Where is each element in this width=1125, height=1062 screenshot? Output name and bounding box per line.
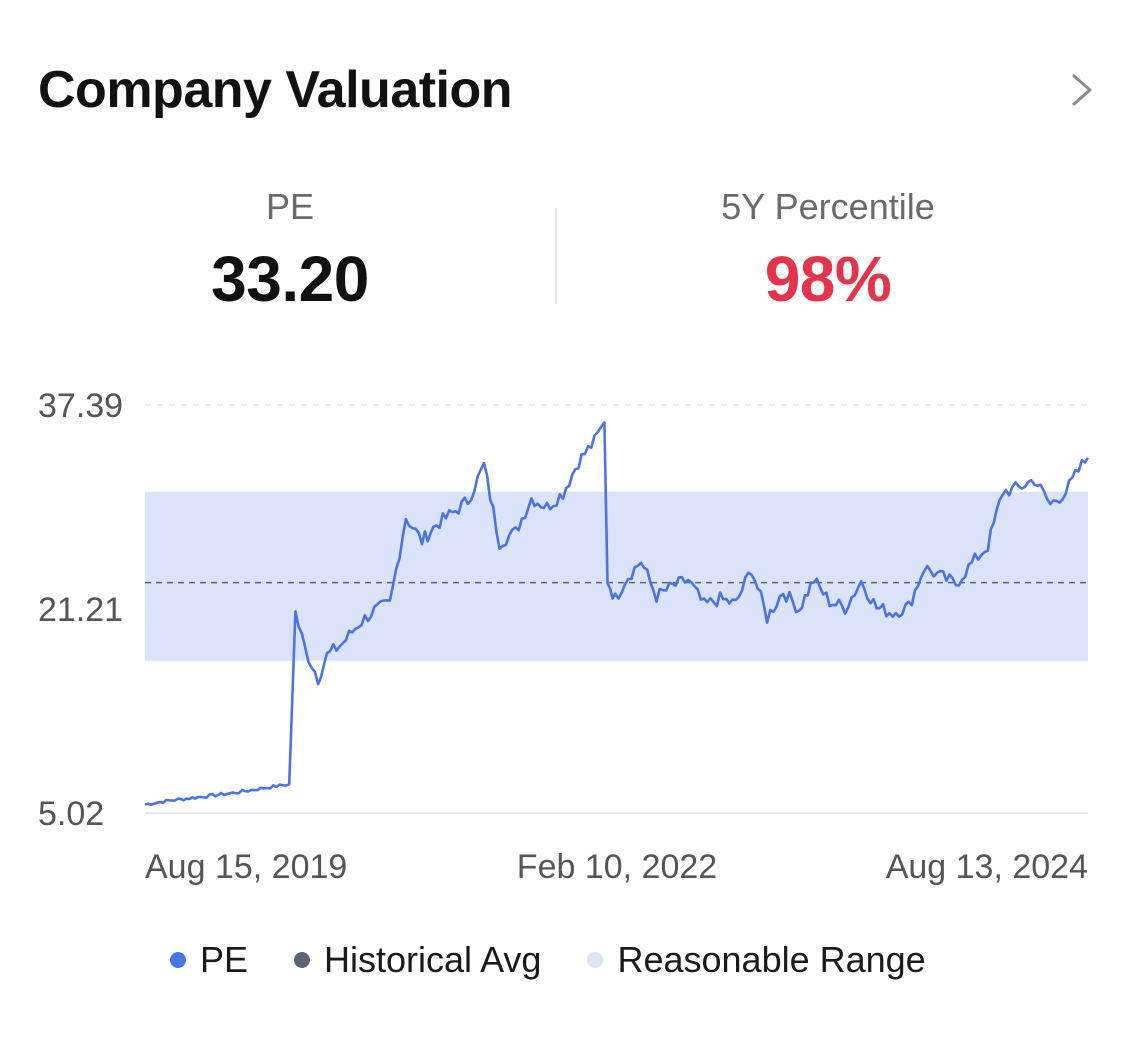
pe-value: 33.20	[211, 243, 369, 315]
x-tick-label: Aug 13, 2024	[886, 848, 1088, 886]
percentile-label: 5Y Percentile	[721, 186, 935, 227]
metrics-divider	[555, 208, 557, 304]
y-tick-label: 5.02	[38, 795, 104, 833]
legend-dot-reasonable-range	[587, 952, 604, 968]
legend-item-pe[interactable]: PE	[170, 939, 248, 981]
legend-label-historical-avg: Historical Avg	[324, 939, 542, 980]
legend-dot-pe	[170, 952, 186, 968]
card-title: Company Valuation	[38, 61, 513, 119]
legend-dot-historical-avg	[294, 952, 311, 968]
legend-item-historical-avg[interactable]: Historical Avg	[294, 939, 541, 981]
x-tick-label: Feb 10, 2022	[517, 848, 717, 886]
x-tick-label: Aug 15, 2019	[145, 848, 347, 886]
legend-item-reasonable-range[interactable]: Reasonable Range	[587, 939, 926, 981]
card-header: Company Valuation	[38, 52, 1098, 132]
percentile-metric: 5Y Percentile 98%	[568, 180, 1088, 316]
metrics-row: PE 33.20 5Y Percentile 98%	[0, 180, 1125, 320]
chart-legend: PE Historical Avg Reasonable Range	[170, 935, 972, 985]
pe-metric: PE 33.20	[30, 180, 550, 316]
pe-series-line	[144, 421, 1090, 807]
percentile-value: 98%	[764, 243, 892, 315]
legend-label-reasonable-range: Reasonable Range	[617, 939, 926, 980]
y-tick-label: 21.21	[38, 591, 123, 629]
reasonable-range-band	[145, 491, 1088, 661]
y-tick-label: 37.39	[38, 387, 123, 425]
chevron-right-icon[interactable]	[1062, 70, 1098, 110]
pe-label: PE	[265, 186, 315, 227]
legend-label-pe: PE	[200, 939, 249, 980]
pe-chart: 37.39 21.21 5.02 Aug 15, 2019 Feb 10, 2022 Au…	[38, 387, 1090, 886]
